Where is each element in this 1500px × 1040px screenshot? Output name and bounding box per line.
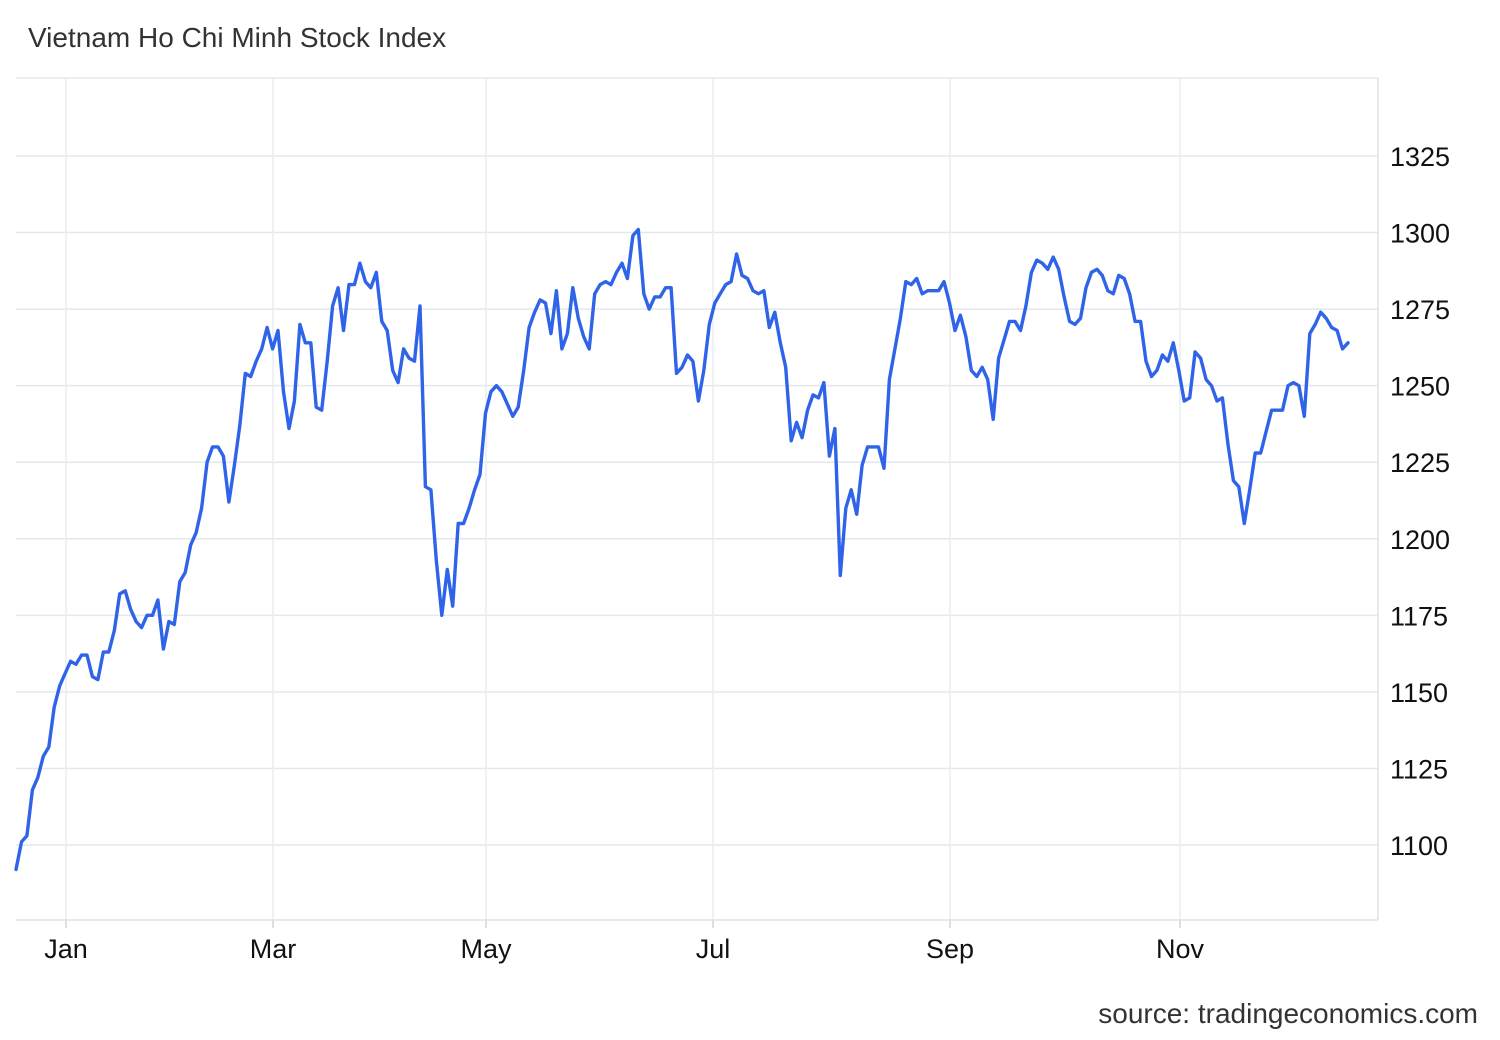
y-tick-label-1250: 1250 [1390, 372, 1450, 402]
x-tick-label-May: May [460, 934, 512, 964]
vertical-gridlines [65, 78, 1181, 928]
y-axis-labels: 1100 1125 1150 1175 1200 1225 1250 1275 1300 1325 [1390, 142, 1450, 861]
y-tick-label-1150: 1150 [1390, 678, 1448, 708]
y-tick-label-1175: 1175 [1390, 601, 1448, 631]
horizontal-gridlines [16, 77, 1378, 846]
x-tick-label-Sep: Sep [926, 934, 974, 964]
x-axis-labels: Jan Mar May Jul Sep Nov [44, 934, 1204, 964]
y-tick-label-1275: 1275 [1390, 295, 1450, 325]
x-tick-label-Jul: Jul [696, 934, 731, 964]
y-tick-label-1125: 1125 [1390, 754, 1448, 784]
x-tick-label-Jan: Jan [44, 934, 88, 964]
x-tick-label-Nov: Nov [1156, 934, 1205, 964]
x-tick-label-Mar: Mar [250, 934, 297, 964]
index-series-line [14, 227, 1350, 872]
y-tick-label-1200: 1200 [1390, 525, 1450, 555]
y-tick-label-1100: 1100 [1390, 831, 1448, 861]
y-tick-label-1225: 1225 [1390, 448, 1450, 478]
y-tick-label-1300: 1300 [1390, 219, 1450, 249]
source-note: source: tradingeconomics.com [1098, 998, 1478, 1029]
chart-title: Vietnam Ho Chi Minh Stock Index [28, 22, 447, 53]
y-tick-label-1325: 1325 [1390, 142, 1450, 172]
